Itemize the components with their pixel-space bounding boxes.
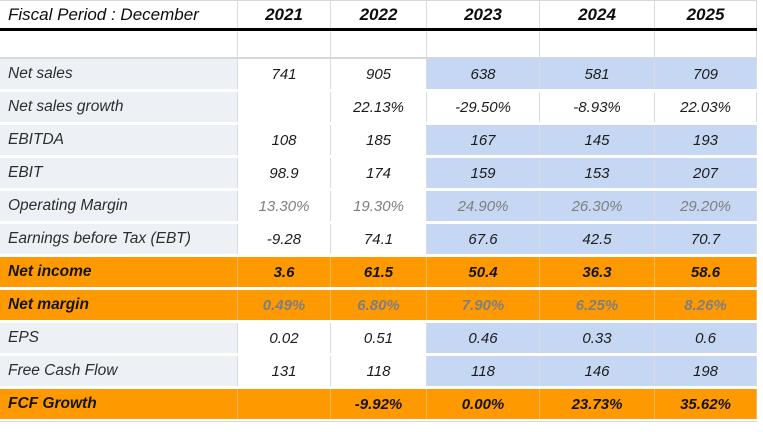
spacer-row: [0, 31, 757, 59]
row-label: Net margin: [0, 290, 237, 320]
row-label: Operating Margin: [0, 191, 237, 221]
table-row-net-sales: Net sales 741 905 638 581 709: [0, 59, 757, 89]
cell-value: 174: [330, 158, 426, 188]
cell-value: 7.90%: [426, 290, 539, 320]
cell-value: [237, 92, 330, 122]
cell-value: 905: [330, 59, 426, 89]
cell-value: 13.30%: [237, 191, 330, 221]
year-header-2025: 2025: [654, 1, 757, 28]
cell-value: 207: [654, 158, 757, 188]
cell-value: 23.73%: [539, 389, 654, 419]
year-header-2021: 2021: [237, 1, 330, 28]
cell-value: 108: [237, 125, 330, 155]
cell-value: -9.92%: [330, 389, 426, 419]
cell-value: 131: [237, 356, 330, 386]
cell-value: 146: [539, 356, 654, 386]
cell-value: -8.93%: [539, 92, 654, 122]
table-row-fcf-growth: FCF Growth -9.92% 0.00% 23.73% 35.62%: [0, 389, 757, 419]
cell-value: 581: [539, 59, 654, 89]
cell-value: 167: [426, 125, 539, 155]
cell-value: 153: [539, 158, 654, 188]
year-header-2022: 2022: [330, 1, 426, 28]
cell-value: 0.33: [539, 323, 654, 353]
fiscal-period-label: Fiscal Period : December: [8, 4, 199, 24]
table-row-ebt: Earnings before Tax (EBT) -9.28 74.1 67.…: [0, 224, 757, 254]
year-header-2024: 2024: [539, 1, 654, 28]
row-label: Net sales growth: [0, 92, 237, 122]
cell-value: 22.03%: [654, 92, 757, 122]
cell-value: 22.13%: [330, 92, 426, 122]
cell-value: 193: [654, 125, 757, 155]
cell-value: 24.90%: [426, 191, 539, 221]
table-row-ebit: EBIT 98.9 174 159 153 207: [0, 158, 757, 188]
cell-value: 118: [330, 356, 426, 386]
cell-value: 42.5: [539, 224, 654, 254]
table-row-net-margin: Net margin 0.49% 6.80% 7.90% 6.25% 8.26%: [0, 290, 757, 320]
cell-value: 61.5: [330, 257, 426, 287]
cell-value: 0.00%: [426, 389, 539, 419]
cell-value: 145: [539, 125, 654, 155]
cell-value: 6.80%: [330, 290, 426, 320]
table-row-operating-margin: Operating Margin 13.30% 19.30% 24.90% 26…: [0, 191, 757, 221]
cell-value: 70.7: [654, 224, 757, 254]
row-label: EBIT: [0, 158, 237, 188]
cell-value: -9.28: [237, 224, 330, 254]
row-label: Earnings before Tax (EBT): [0, 224, 237, 254]
row-label: EPS: [0, 323, 237, 353]
table-row-ebitda: EBITDA 108 185 167 145 193: [0, 125, 757, 155]
cell-value: [237, 389, 330, 419]
row-label: Free Cash Flow: [0, 356, 237, 386]
cell-value: 6.25%: [539, 290, 654, 320]
cell-value: 0.49%: [237, 290, 330, 320]
cell-value: 35.62%: [654, 389, 757, 419]
cell-value: 67.6: [426, 224, 539, 254]
cell-value: 36.3: [539, 257, 654, 287]
cell-value: 0.51: [330, 323, 426, 353]
cell-value: 185: [330, 125, 426, 155]
cell-value: 159: [426, 158, 539, 188]
cell-value: 74.1: [330, 224, 426, 254]
cell-value: 638: [426, 59, 539, 89]
cell-value: 198: [654, 356, 757, 386]
table-row-eps: EPS 0.02 0.51 0.46 0.33 0.6: [0, 323, 757, 353]
row-label: Net income: [0, 257, 237, 287]
table-row-free-cash-flow: Free Cash Flow 131 118 118 146 198: [0, 356, 757, 386]
table-row-net-income: Net income 3.6 61.5 50.4 36.3 58.6: [0, 257, 757, 287]
cell-value: 58.6: [654, 257, 757, 287]
table-header-row: Fiscal Period : December 2021 2022 2023 …: [0, 1, 757, 31]
row-label: Net sales: [0, 59, 237, 89]
cell-value: 3.6: [237, 257, 330, 287]
cell-value: 0.6: [654, 323, 757, 353]
top-gridline: [0, 0, 757, 1]
cell-value: 19.30%: [330, 191, 426, 221]
cell-value: 26.30%: [539, 191, 654, 221]
bottom-gridline: [0, 421, 757, 422]
cell-value: 98.9: [237, 158, 330, 188]
cell-value: 0.02: [237, 323, 330, 353]
cell-value: 8.26%: [654, 290, 757, 320]
cell-value: 709: [654, 59, 757, 89]
cell-value: 29.20%: [654, 191, 757, 221]
cell-value: 118: [426, 356, 539, 386]
cell-value: 741: [237, 59, 330, 89]
cell-value: -29.50%: [426, 92, 539, 122]
row-label: EBITDA: [0, 125, 237, 155]
cell-value: 0.46: [426, 323, 539, 353]
cell-value: 50.4: [426, 257, 539, 287]
year-header-2023: 2023: [426, 1, 539, 28]
row-label: FCF Growth: [0, 389, 237, 419]
table-row-net-sales-growth: Net sales growth 22.13% -29.50% -8.93% 2…: [0, 92, 757, 122]
